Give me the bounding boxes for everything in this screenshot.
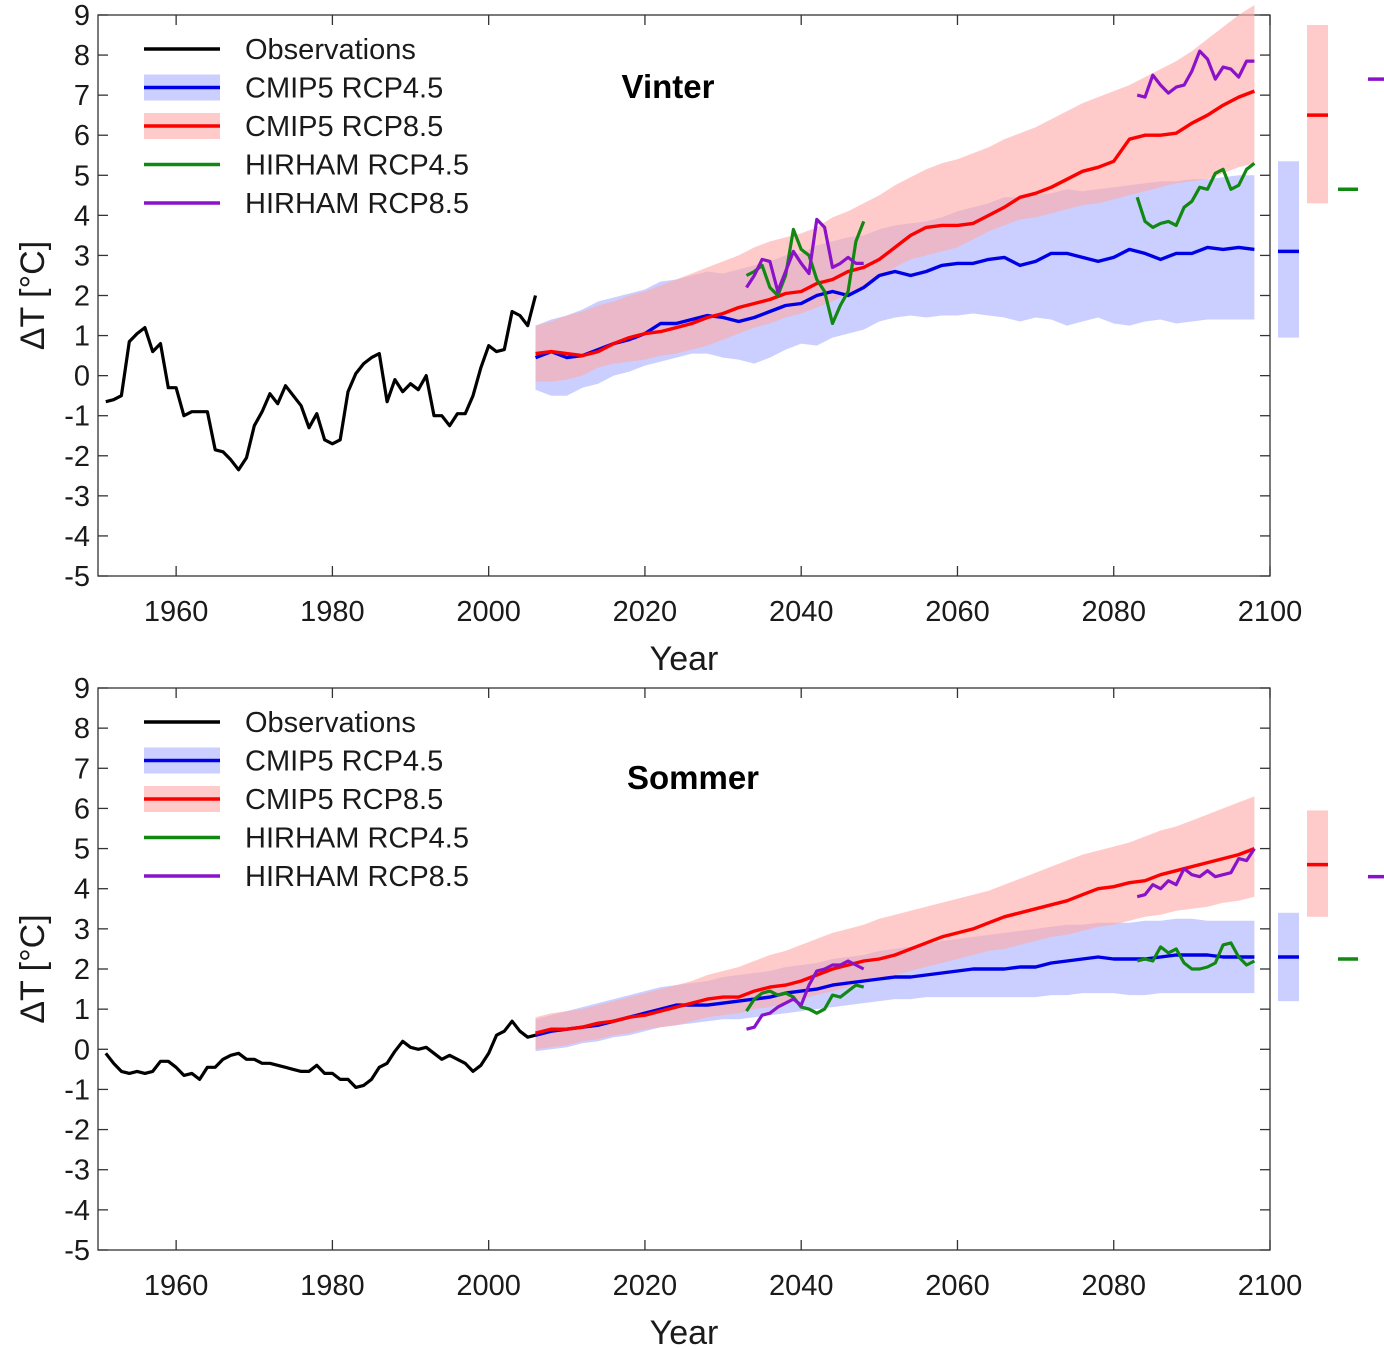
y-tick-label: -2 xyxy=(64,1115,90,1147)
y-tick-label: 0 xyxy=(74,1034,90,1066)
rcp85-mean-line xyxy=(535,89,1256,358)
y-tick-label: 8 xyxy=(74,40,90,72)
legend-label: HIRHAM RCP4.5 xyxy=(245,823,469,855)
rcp85-range-band xyxy=(535,5,1255,382)
rcp45-mean-line xyxy=(535,953,1255,1037)
x-tick-label: 2020 xyxy=(613,1270,678,1302)
y-tick-label: 1 xyxy=(74,321,90,353)
legend-label: Observations xyxy=(245,707,416,739)
y-tick-label: -4 xyxy=(64,1195,90,1227)
x-tick-label: 1980 xyxy=(300,1270,365,1302)
y-axis-label: ΔT [°C] xyxy=(14,241,52,350)
y-tick-label: 5 xyxy=(74,834,90,866)
legend-label: HIRHAM RCP4.5 xyxy=(245,150,469,182)
panel-title: Vinter xyxy=(622,68,715,105)
x-tick-label: 2080 xyxy=(1081,596,1146,628)
y-tick-label: -3 xyxy=(64,1155,90,1187)
y-tick-label: 6 xyxy=(74,120,90,152)
legend: Observations CMIP5 RCP4.5 CMIP5 RCP8.5 HIRH… xyxy=(144,34,469,220)
y-tick-label: 7 xyxy=(74,80,90,112)
y-tick-label: -1 xyxy=(64,1074,90,1106)
y-tick-label: -4 xyxy=(64,521,90,553)
y-tick-label: 2 xyxy=(74,954,90,986)
x-tick-label: 2040 xyxy=(769,1270,834,1302)
hirham-rcp45-line xyxy=(745,983,865,1015)
legend-label: CMIP5 RCP4.5 xyxy=(245,73,443,105)
x-tick-label: 1960 xyxy=(144,1270,209,1302)
hirham-rcp85-line xyxy=(1136,847,1256,899)
y-tick-label: 9 xyxy=(74,673,90,705)
x-tick-label: 2100 xyxy=(1238,1270,1303,1302)
hirham-rcp85-line xyxy=(745,217,864,294)
y-tick-label: 4 xyxy=(74,874,90,906)
y-tick-label: 0 xyxy=(74,361,90,393)
legend-label: CMIP5 RCP4.5 xyxy=(245,746,443,778)
hirham-rcp45-line xyxy=(1136,941,1256,971)
y-tick-label: -3 xyxy=(64,481,90,513)
rcp85-mean-line xyxy=(535,847,1256,1035)
hirham-rcp45-line xyxy=(1135,162,1256,229)
x-tick-label: 1960 xyxy=(144,596,209,628)
legend-label: CMIP5 RCP8.5 xyxy=(245,111,443,143)
rcp45-end-range-bar xyxy=(1278,161,1299,338)
legend-label: HIRHAM RCP8.5 xyxy=(245,861,469,893)
x-tick-label: 2060 xyxy=(925,1270,990,1302)
y-tick-label: 3 xyxy=(74,240,90,272)
rcp45-range-band xyxy=(535,918,1255,1052)
chart-panel-sommer: 9 8 7 6 5 4 3 2 1 0 -1 -2 -3 -4 -5 1960 1980 2000 2020 2040… xyxy=(14,673,1384,1349)
y-tick-label: 3 xyxy=(74,914,90,946)
hirham-rcp85-line xyxy=(746,959,865,1031)
x-tick-label: 2020 xyxy=(613,596,678,628)
x-tick-label: 2000 xyxy=(456,1270,521,1302)
y-tick-label: -5 xyxy=(64,1235,90,1267)
hirham-rcp85-line xyxy=(1136,49,1255,99)
x-axis-label: Year xyxy=(650,640,719,678)
y-tick-label: -1 xyxy=(64,401,90,433)
y-tick-label: -5 xyxy=(64,561,90,593)
x-tick-label: 2080 xyxy=(1081,1270,1146,1302)
y-tick-label: 9 xyxy=(74,0,90,32)
y-tick-label: 4 xyxy=(74,200,90,232)
y-tick-label: 5 xyxy=(74,160,90,192)
rcp85-range-band xyxy=(535,796,1255,1050)
x-tick-label: 2060 xyxy=(925,596,990,628)
rcp45-mean-line xyxy=(534,245,1255,360)
hirham-rcp45-line xyxy=(745,220,866,326)
y-tick-label: 8 xyxy=(74,713,90,745)
y-tick-label: 1 xyxy=(74,994,90,1026)
y-tick-label: 7 xyxy=(74,753,90,785)
chart-panel-vinter: 9 8 7 6 5 4 3 2 1 0 -1 -2 -3 -4 -5 1960 1980 2000 2020 2040… xyxy=(14,0,1384,678)
x-tick-label: 1980 xyxy=(300,596,365,628)
y-axis-label: ΔT [°C] xyxy=(14,914,52,1023)
legend-label: HIRHAM RCP8.5 xyxy=(245,188,469,220)
legend-label: CMIP5 RCP8.5 xyxy=(245,784,443,816)
panel-title: Sommer xyxy=(627,759,759,796)
x-tick-label: 2040 xyxy=(769,596,834,628)
y-tick-label: -2 xyxy=(64,441,90,473)
y-tick-label: 2 xyxy=(74,281,90,313)
observations-line xyxy=(105,295,538,472)
legend: Observations CMIP5 RCP4.5 CMIP5 RCP8.5 HIRH… xyxy=(144,707,469,893)
x-tick-label: 2000 xyxy=(456,596,521,628)
x-tick-label: 2100 xyxy=(1238,596,1303,628)
observations-line xyxy=(104,1019,536,1090)
y-tick-label: 6 xyxy=(74,793,90,825)
legend-label: Observations xyxy=(245,34,416,66)
x-axis-label: Year xyxy=(650,1314,719,1349)
